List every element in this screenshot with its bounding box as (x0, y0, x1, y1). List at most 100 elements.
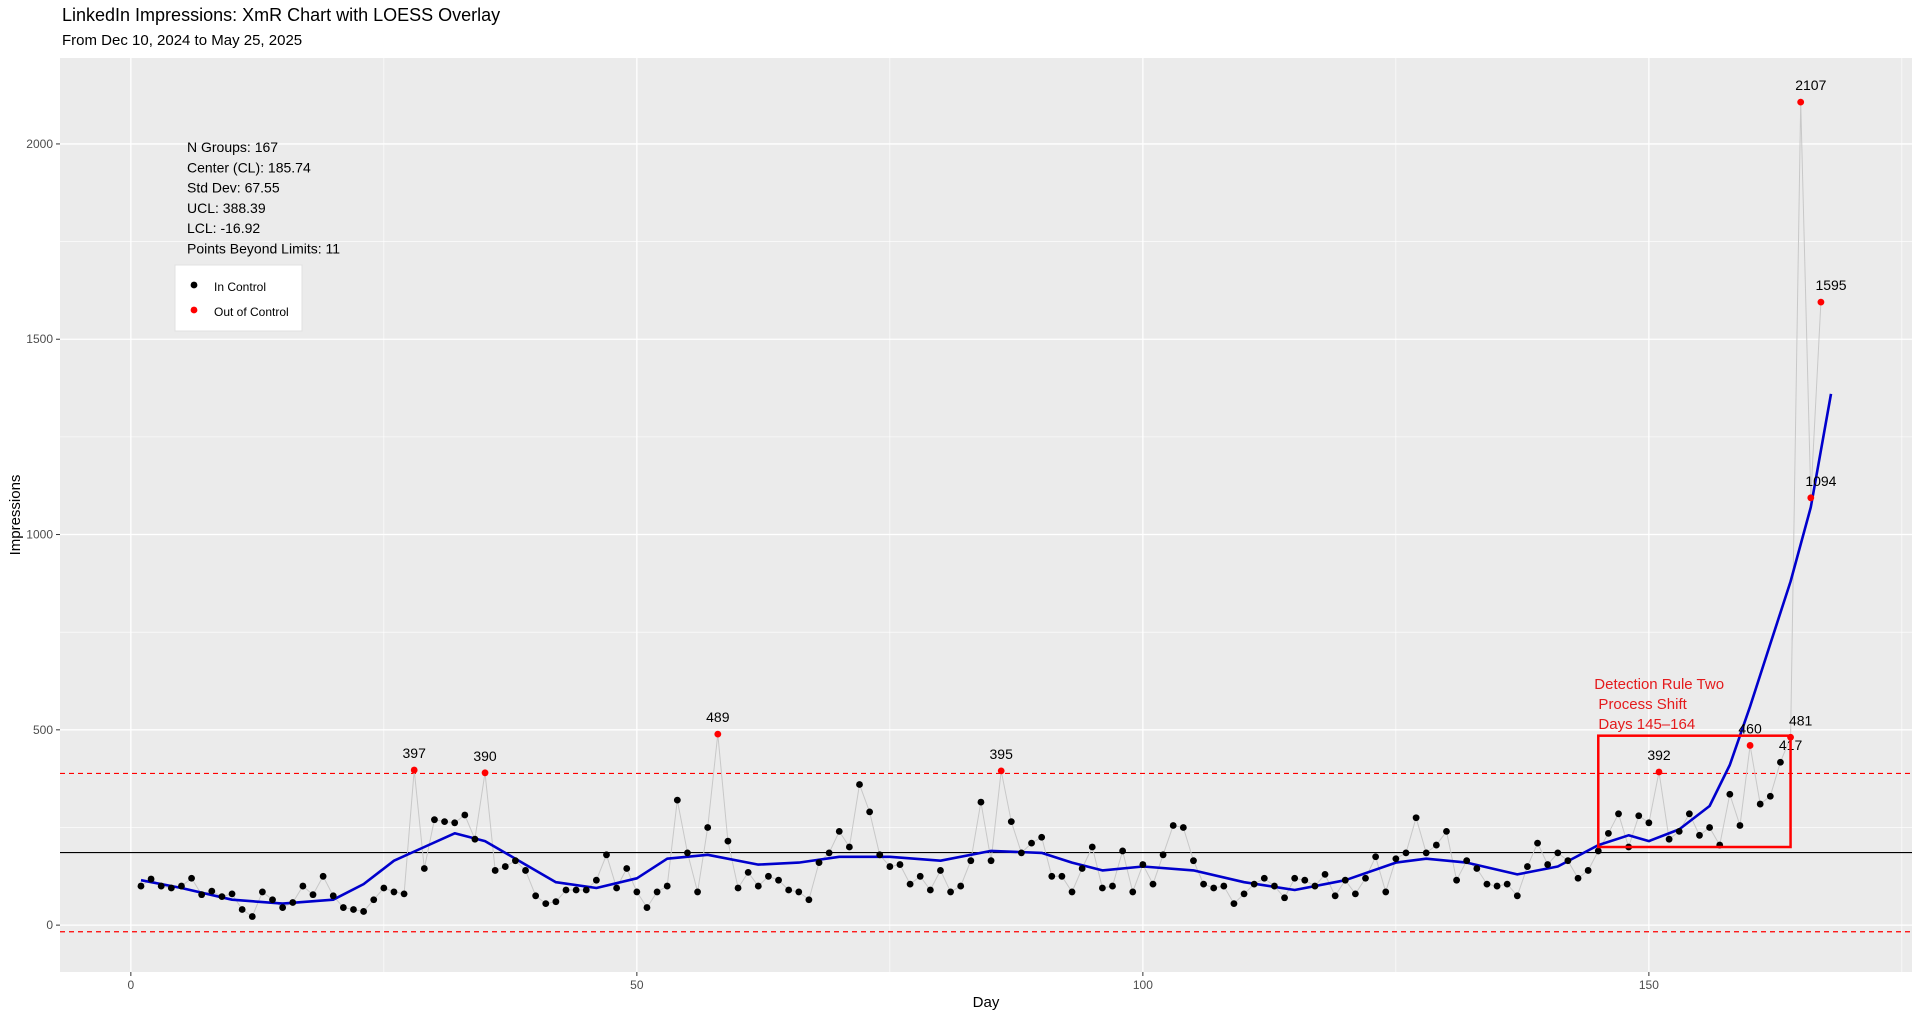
rule-text-line: Days 145–164 (1594, 716, 1695, 733)
out-of-control-point (1746, 742, 1754, 749)
x-tick-label: 0 (127, 978, 134, 992)
in-control-point (420, 865, 428, 872)
in-control-point (380, 884, 388, 892)
in-control-point (1200, 880, 1207, 888)
detection-rule-box: Detection Rule Two Process Shift Days 14… (1594, 676, 1792, 849)
legend-box (174, 264, 303, 332)
in-control-point (1422, 849, 1430, 857)
in-control-point (613, 884, 621, 892)
in-control-point (1412, 814, 1420, 822)
out-of-control-point (481, 769, 489, 777)
stats-line: Points Beyond Limits: 11 (187, 241, 340, 257)
in-control-point (279, 904, 287, 911)
in-control-point (1594, 847, 1602, 855)
in-control-point (289, 899, 297, 906)
in-control-point (147, 875, 155, 883)
in-control-point (1321, 870, 1329, 878)
in-control-point (653, 888, 661, 896)
in-control-point (1018, 849, 1025, 857)
in-control-point (1351, 890, 1359, 898)
in-control-point (137, 882, 145, 890)
y-tick-label: 0 (46, 918, 53, 932)
in-control-point (1534, 839, 1541, 847)
in-control-point (471, 835, 479, 843)
in-control-point (218, 893, 226, 901)
out-of-control-point (1817, 298, 1825, 306)
in-control-point (228, 890, 236, 898)
in-control-point (1119, 847, 1127, 855)
in-control-point (552, 898, 560, 906)
rule-text-line: Process Shift (1594, 696, 1687, 713)
in-control-point (916, 872, 924, 880)
in-control-point (339, 904, 347, 911)
in-control-point (815, 859, 823, 867)
in-control-point (370, 896, 378, 904)
in-control-point (329, 892, 337, 900)
stats-line: LCL: -16.92 (187, 220, 260, 236)
y-tick-label: 2000 (26, 137, 53, 151)
in-control-point (1675, 827, 1683, 835)
x-tick-label: 150 (1639, 978, 1659, 992)
in-control-point (1402, 849, 1410, 857)
in-control-point (1665, 835, 1673, 843)
in-control-point (623, 865, 631, 872)
in-control-point (1058, 872, 1066, 880)
in-control-point (248, 913, 256, 920)
in-control-point (805, 896, 813, 904)
in-control-point (451, 819, 459, 827)
out-of-control-point (1807, 494, 1815, 502)
in-control-point (491, 867, 499, 874)
in-control-point (643, 904, 651, 911)
loess-line (140, 393, 1833, 905)
in-control-point (1463, 857, 1471, 865)
in-control-point (704, 824, 712, 831)
in-control-point (441, 818, 448, 826)
in-control-point (1615, 810, 1622, 818)
in-control-point (350, 906, 357, 913)
in-control-point (1635, 812, 1643, 820)
in-control-point (542, 900, 550, 908)
out-of-control-point (997, 767, 1005, 775)
in-control-point (775, 876, 782, 884)
in-control-point (937, 867, 944, 874)
in-control-point (1169, 822, 1177, 829)
legend-in-control-key (190, 281, 198, 289)
x-axis-title: Day (973, 994, 1000, 1011)
in-control-point (1726, 790, 1734, 798)
point-label: 1094 (1805, 473, 1836, 489)
in-control-point (1179, 824, 1187, 831)
y-tick-label: 1500 (26, 332, 53, 346)
in-control-point (1068, 888, 1076, 896)
plot-panel (60, 58, 1912, 972)
in-control-point (1453, 876, 1460, 884)
y-tick-label: 1000 (26, 528, 53, 542)
in-control-point (1604, 829, 1612, 837)
out-of-control-point (1797, 98, 1805, 106)
legend-out-of-control-key (190, 306, 198, 314)
in-control-point (1281, 894, 1288, 902)
in-control-point (208, 887, 216, 895)
in-control-point (431, 816, 438, 824)
loess-overlay (140, 393, 1833, 905)
in-control-point (987, 857, 995, 865)
point-label: 489 (706, 709, 730, 725)
in-control-point (582, 886, 590, 894)
in-control-point (1038, 833, 1046, 841)
in-control-point (1706, 824, 1713, 831)
in-control-point (1696, 831, 1703, 839)
in-control-point (1524, 863, 1531, 870)
x-tick-label: 50 (630, 978, 644, 992)
in-control-point (896, 861, 904, 868)
stats-line: N Groups: 167 (187, 139, 278, 155)
stats-line: Center (CL): 185.74 (187, 159, 311, 175)
point-label: 397 (403, 745, 427, 761)
out-of-control-point (1655, 768, 1663, 776)
in-control-point (1736, 822, 1744, 829)
stats-line: UCL: 388.39 (187, 200, 266, 216)
in-control-point (724, 837, 732, 845)
in-control-point (1392, 855, 1400, 863)
in-control-point (1048, 872, 1056, 880)
in-control-point (188, 874, 195, 882)
